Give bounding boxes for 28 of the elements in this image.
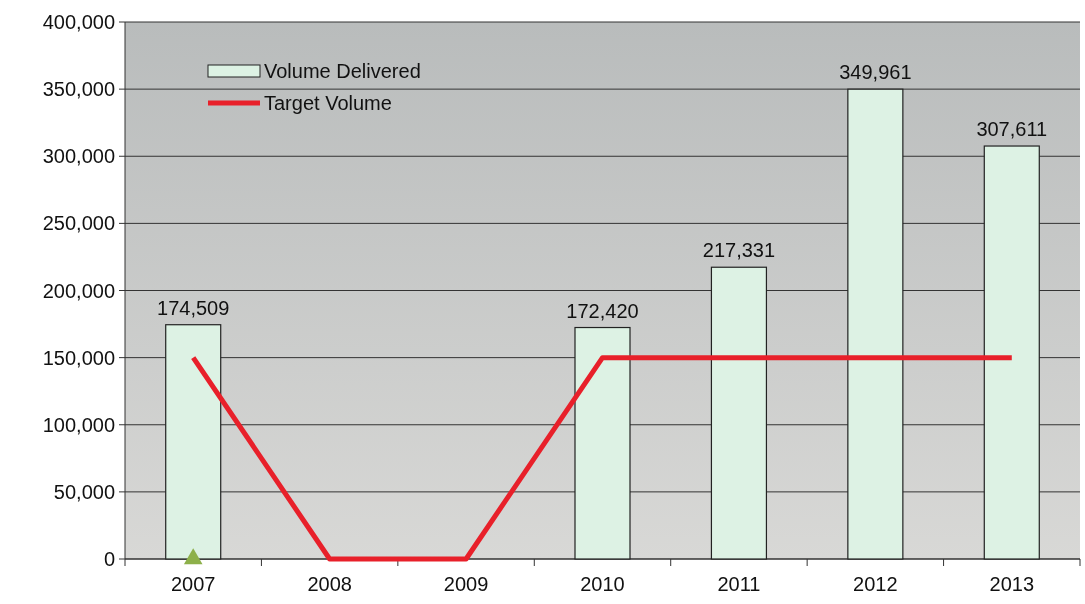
bar bbox=[710, 266, 768, 560]
data-label: 217,331 bbox=[702, 239, 776, 262]
y-tick-label: 300,000 bbox=[42, 145, 115, 168]
bar bbox=[983, 145, 1040, 560]
x-tick-label: 2008 bbox=[307, 573, 352, 595]
y-tick-label: 350,000 bbox=[42, 78, 115, 101]
legend-label: Target Volume bbox=[264, 92, 392, 114]
bar bbox=[574, 326, 631, 560]
x-tick-label: 2010 bbox=[580, 573, 625, 595]
x-tick-label: 2007 bbox=[170, 573, 216, 595]
legend-label: Volume Delivered bbox=[264, 60, 421, 82]
y-tick-label: 150,000 bbox=[42, 346, 115, 369]
bar bbox=[165, 324, 222, 560]
y-tick-label: 200,000 bbox=[42, 279, 115, 302]
y-tick-label: 50,000 bbox=[53, 480, 115, 503]
data-label: 349,961 bbox=[839, 61, 912, 84]
x-tick-label: 2009 bbox=[443, 573, 489, 595]
data-label: 174,509 bbox=[157, 296, 230, 319]
x-tick-label: 2012 bbox=[853, 573, 898, 595]
x-tick-label: 2011 bbox=[717, 573, 761, 595]
bar bbox=[847, 88, 904, 560]
y-tick-label: 100,000 bbox=[42, 413, 115, 436]
data-label: 172,420 bbox=[566, 299, 639, 322]
data-label: 307,611 bbox=[976, 118, 1048, 141]
x-tick-label: 2013 bbox=[989, 573, 1035, 595]
y-tick-label: 250,000 bbox=[42, 212, 115, 235]
y-tick-label: 0 bbox=[103, 548, 115, 570]
y-tick-label: 400,000 bbox=[42, 11, 115, 33]
